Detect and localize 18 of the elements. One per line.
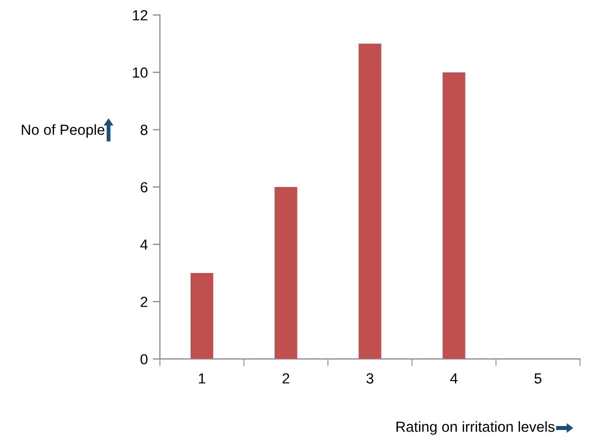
bar [358,44,382,359]
x-tick-label: 3 [366,373,374,384]
y-tick-label: 4 [140,240,148,250]
y-tick-label: 6 [140,182,148,192]
bar [442,72,466,359]
x-tick-label: 2 [282,373,290,384]
x-tick-label: 4 [450,373,458,384]
x-tick-label: 5 [534,373,542,384]
y-tick-label: 12 [132,10,148,20]
y-tick-label: 10 [132,67,148,78]
y-axis-title: No of People [22,124,104,138]
bar [190,272,214,359]
x-axis-title: Rating on irritation levels [396,421,554,435]
bar [274,186,298,359]
y-tick-label: 2 [140,296,148,307]
y-tick-label: 0 [140,354,148,364]
y-tick-label: 8 [140,124,148,136]
x-tick-label: 1 [198,373,206,384]
